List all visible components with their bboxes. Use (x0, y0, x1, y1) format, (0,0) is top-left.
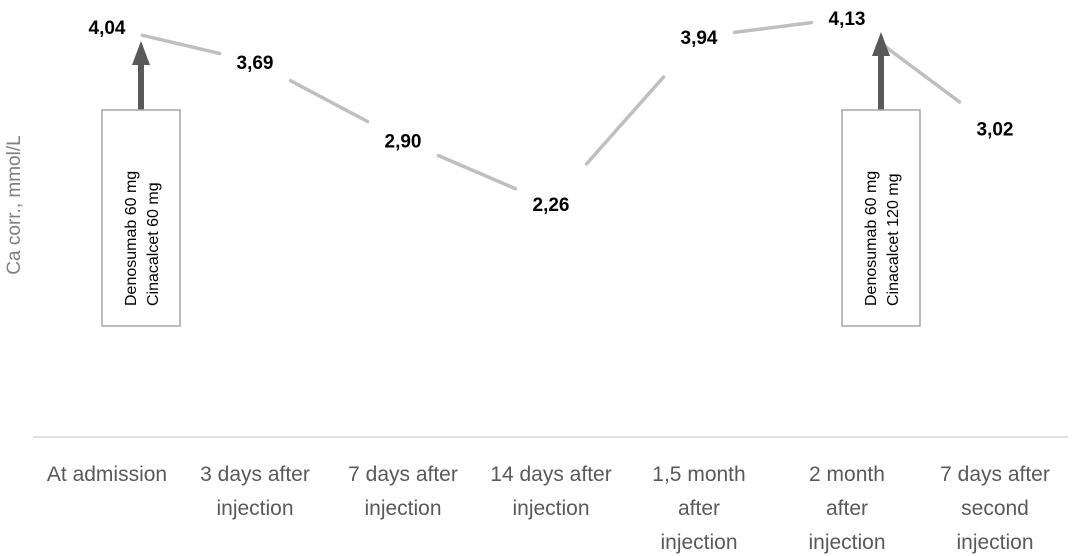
x-tick-label: 7 days after (940, 463, 1050, 486)
data-label: 3,69 (237, 53, 274, 74)
annotation-arrow-head (872, 32, 890, 57)
data-label: 4,13 (829, 9, 866, 30)
series-segment (140, 33, 222, 56)
series-segment (880, 42, 962, 104)
x-tick-label: At admission (47, 463, 167, 486)
x-tick-label: injection (956, 531, 1033, 554)
annotation-arrow-head (132, 41, 150, 65)
data-label: 2,90 (385, 131, 422, 152)
x-tick-label: 1,5 month (652, 463, 745, 486)
annotation-box (101, 109, 181, 327)
series-segment (732, 20, 814, 35)
x-tick-label: second (961, 497, 1029, 520)
x-tick-label: injection (216, 497, 293, 520)
x-tick-label: injection (364, 497, 441, 520)
annotation-text: Denosumab 60 mg (123, 171, 140, 306)
x-tick-label: 3 days after (200, 463, 310, 486)
annotation-text: Cinacalcet 60 mg (145, 182, 162, 306)
data-label: 3,02 (977, 119, 1014, 140)
data-label: 2,26 (533, 195, 570, 216)
x-tick-label: injection (660, 531, 737, 554)
x-tick-label: 14 days after (490, 463, 611, 486)
series-segment (288, 78, 370, 124)
y-axis-label: Ca corr., mmol/L (4, 135, 25, 274)
annotation-text: Cinacalcet 120 mg (885, 173, 902, 306)
data-label: 3,94 (681, 28, 718, 49)
annotation-box (841, 109, 921, 327)
x-tick-label: injection (512, 497, 589, 520)
x-tick-label: 7 days after (348, 463, 458, 486)
series-segment (436, 153, 518, 191)
x-tick-label: after (826, 497, 868, 520)
x-tick-label: after (678, 497, 720, 520)
x-tick-label: injection (808, 531, 885, 554)
data-label: 4,04 (89, 18, 126, 39)
series-segment (584, 75, 666, 166)
annotation-text: Denosumab 60 mg (863, 171, 880, 306)
x-tick-label: 2 month (809, 463, 885, 486)
